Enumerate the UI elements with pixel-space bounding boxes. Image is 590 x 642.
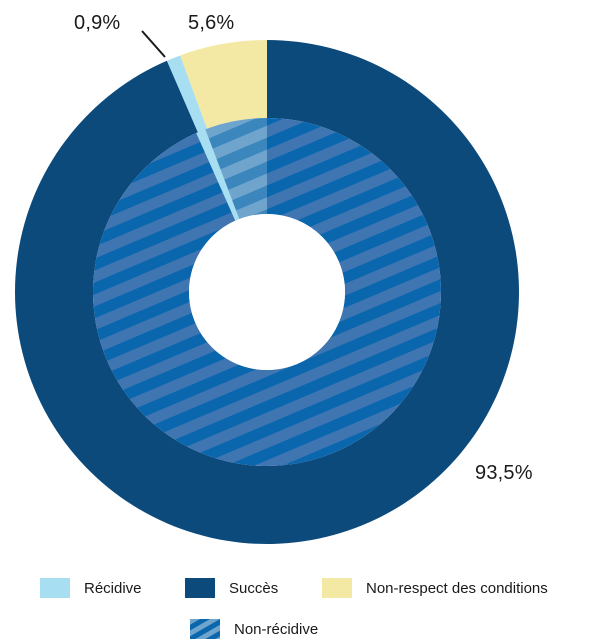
legend-item-non-respect: Non-respect des conditions bbox=[322, 578, 548, 598]
legend-label-succes: Succès bbox=[229, 579, 279, 597]
outer-slice-non-respect-des-conditions bbox=[180, 40, 267, 129]
donut-chart bbox=[14, 30, 520, 545]
legend-swatch-non-respect bbox=[322, 578, 352, 598]
donut-hole bbox=[189, 214, 345, 370]
legend-item-non-recidive: Non-récidive bbox=[190, 619, 318, 639]
inner-slice-recidive bbox=[196, 129, 240, 221]
slice-label-non-respect: 5,6% bbox=[188, 12, 235, 34]
inner-ring bbox=[93, 118, 442, 467]
legend-label-recidive: Récidive bbox=[84, 579, 142, 597]
inner-slice-other bbox=[197, 118, 267, 221]
inner-slice-non-recidive bbox=[93, 118, 442, 467]
legend-swatch-non-recidive bbox=[190, 619, 220, 639]
legend-item-recidive: Récidive bbox=[40, 578, 142, 598]
legend-item-succes: Succès bbox=[185, 578, 278, 598]
legend-label-non-recidive: Non-récidive bbox=[234, 620, 319, 638]
slice-label-succes: 93,5% bbox=[475, 462, 533, 484]
outer-slice-succes bbox=[14, 40, 520, 545]
leader-line bbox=[141, 30, 166, 58]
slice-label-recidive: 0,9% bbox=[74, 12, 121, 34]
legend-label-non-respect: Non-respect des conditions bbox=[366, 579, 548, 597]
outer-ring bbox=[14, 40, 520, 545]
outer-slice-recidive bbox=[166, 55, 208, 133]
legend-swatch-recidive bbox=[40, 578, 70, 598]
legend-swatch-succes bbox=[185, 578, 215, 598]
